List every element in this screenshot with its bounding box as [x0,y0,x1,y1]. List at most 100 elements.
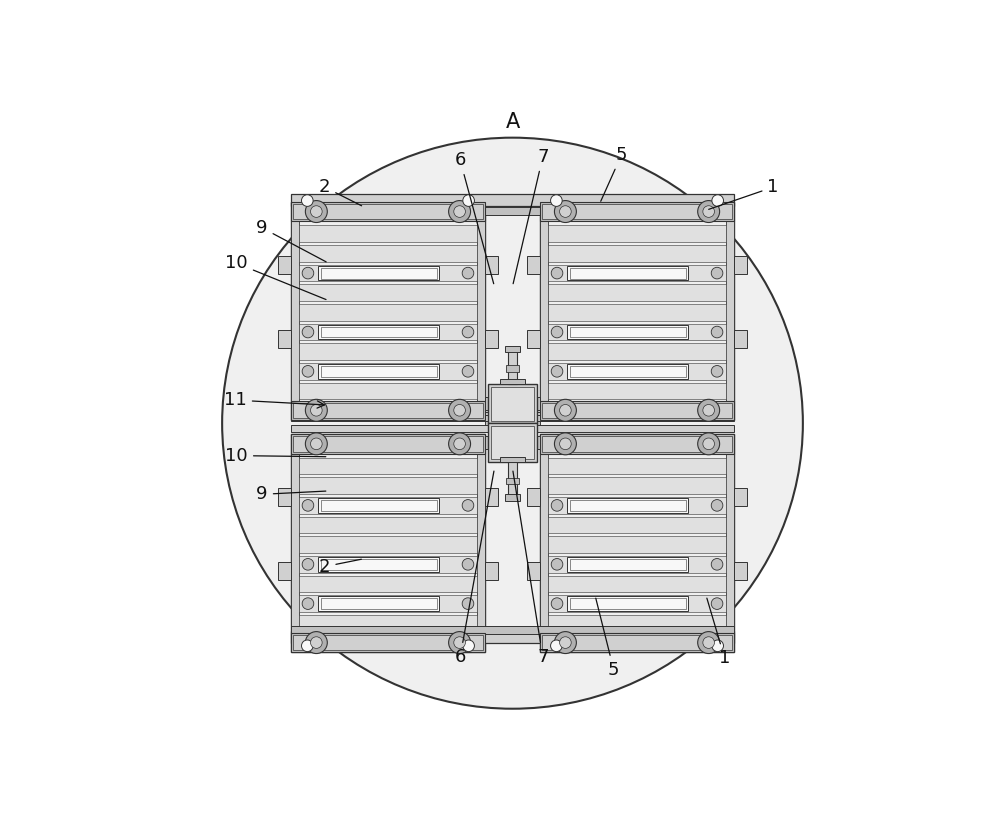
Circle shape [305,433,327,455]
Ellipse shape [222,137,803,709]
Bar [734,330,747,348]
Circle shape [554,433,576,455]
Bar [291,207,734,215]
Bar [548,284,726,301]
Circle shape [311,438,322,450]
Bar [506,478,519,484]
Bar [548,478,726,494]
Bar [299,497,477,514]
Bar [299,556,477,572]
Bar [548,458,726,474]
Bar [485,397,498,411]
Circle shape [449,400,471,422]
Bar [291,434,485,652]
Bar [291,633,485,652]
Circle shape [698,632,720,654]
Bar [540,434,734,453]
Text: 7: 7 [513,471,549,666]
Circle shape [703,206,714,217]
Circle shape [711,326,723,338]
Bar [291,425,734,432]
Circle shape [302,365,314,377]
Bar [321,366,437,377]
Bar [278,330,291,348]
Bar [485,420,540,427]
Bar [477,434,485,652]
Text: 1: 1 [709,178,779,210]
Circle shape [712,194,724,206]
Bar [540,401,734,420]
Bar [506,365,519,371]
Bar [548,615,726,632]
Bar [291,434,299,652]
Bar [485,488,498,506]
Circle shape [462,597,474,609]
Circle shape [703,637,714,649]
Bar [485,408,540,418]
Bar [548,556,726,572]
Circle shape [301,640,313,652]
Circle shape [551,597,563,609]
Text: 9: 9 [256,485,326,504]
Bar [491,387,534,421]
Bar [299,363,477,380]
Bar [548,497,726,514]
Bar [485,436,498,449]
Circle shape [311,405,322,416]
Circle shape [449,632,471,654]
Bar [299,615,477,632]
Bar [508,462,517,498]
Bar [278,256,291,274]
Circle shape [302,267,314,279]
Text: 2: 2 [319,178,362,206]
Bar [548,344,726,360]
Bar [527,256,540,274]
Bar [567,557,688,572]
Text: 7: 7 [513,147,549,284]
Bar [291,631,734,643]
Circle shape [305,200,327,223]
Bar [527,488,540,506]
Bar [570,267,686,278]
Bar [548,225,726,242]
Bar [299,284,477,301]
Bar [527,562,540,580]
Circle shape [302,499,314,511]
Bar [299,595,477,612]
Bar [485,411,540,422]
Bar [318,266,439,281]
Bar [318,557,439,572]
Circle shape [711,597,723,609]
Circle shape [454,405,465,416]
Bar [542,402,732,418]
Circle shape [302,326,314,338]
Bar [318,324,439,339]
Bar [485,330,498,348]
Circle shape [449,433,471,455]
Circle shape [712,640,724,652]
Circle shape [462,558,474,570]
Text: 2: 2 [319,557,361,576]
Circle shape [463,194,474,206]
Bar [505,346,520,352]
Bar [299,323,477,340]
Circle shape [703,438,714,450]
Bar [540,202,734,420]
Text: 5: 5 [601,146,627,201]
Circle shape [311,206,322,217]
Bar [299,383,477,400]
Bar [299,304,477,321]
Text: 10: 10 [225,254,326,299]
Circle shape [711,499,723,511]
Bar [299,225,477,242]
Bar [321,598,437,609]
Bar [491,426,534,459]
Bar [570,500,686,511]
Bar [318,364,439,379]
Bar [542,635,732,650]
Circle shape [560,206,571,217]
Bar [291,202,485,420]
Bar [318,597,439,611]
Text: 6: 6 [454,471,494,666]
Bar [734,256,747,274]
